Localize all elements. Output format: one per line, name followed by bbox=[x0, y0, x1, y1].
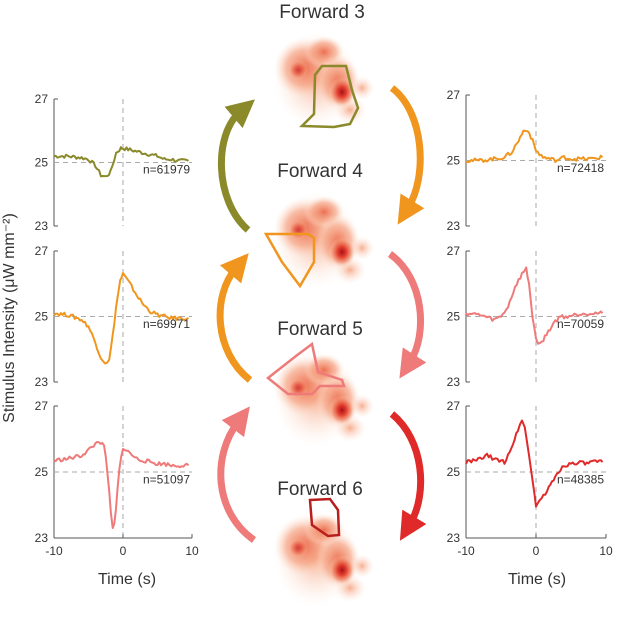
x-axis-label-right: Time (s) bbox=[508, 571, 566, 588]
y-tick-label: 27 bbox=[447, 88, 461, 102]
trace-line bbox=[53, 272, 189, 365]
x-tick-label: -10 bbox=[45, 544, 63, 558]
arrow-red-5-to-6 bbox=[389, 411, 427, 541]
y-tick-label: 23 bbox=[35, 375, 49, 389]
trace-line bbox=[53, 441, 190, 529]
sample-count-label: n=51097 bbox=[143, 473, 190, 487]
sample-count-label: n=69971 bbox=[143, 317, 190, 331]
larva-heatmap-forward-4 bbox=[274, 192, 374, 288]
trace-panel-right-2: 27 25 23 n=70059 bbox=[447, 244, 606, 389]
y-tick-label: 27 bbox=[447, 399, 461, 413]
region-outline-forward-5 bbox=[265, 341, 346, 396]
arrow-pink-4-to-5 bbox=[387, 251, 427, 379]
y-tick-label: 27 bbox=[447, 244, 461, 258]
sample-count-label: n=70059 bbox=[557, 317, 604, 331]
arrow-olive-4-to-3 bbox=[217, 99, 255, 233]
arrow-orange-3-to-4 bbox=[389, 85, 425, 225]
trace-panel-right-1: 27 25 23 n=72418 bbox=[447, 88, 606, 233]
arrow-pink-6-to-5 bbox=[217, 406, 257, 543]
y-tick-label: 23 bbox=[35, 219, 49, 233]
x-tick-label: 10 bbox=[185, 544, 199, 558]
y-tick-label: 23 bbox=[35, 531, 49, 545]
larva-heatmap-forward-3 bbox=[274, 32, 374, 128]
stage-label-forward-4: Forward 4 bbox=[277, 161, 363, 182]
x-axis-label-left: Time (s) bbox=[98, 571, 156, 588]
stage-label-forward-6: Forward 6 bbox=[277, 479, 363, 500]
y-tick-label: 23 bbox=[447, 375, 461, 389]
arrow-orange-5-to-4 bbox=[216, 253, 253, 383]
y-tick-label: 25 bbox=[447, 465, 461, 479]
y-tick-label: 25 bbox=[447, 154, 461, 168]
trace-line bbox=[465, 129, 604, 164]
y-tick-label: 27 bbox=[35, 244, 49, 258]
sample-count-label: n=72418 bbox=[557, 161, 604, 175]
x-tick-label: 0 bbox=[120, 544, 127, 558]
x-tick-label: -10 bbox=[457, 544, 475, 558]
stage-label-forward-3: Forward 3 bbox=[279, 2, 365, 23]
trace-panel-right-3: 27 25 23-10 0 10 n=48385 bbox=[447, 399, 613, 558]
region-outline-forward-4 bbox=[263, 232, 316, 289]
sample-count-label: n=48385 bbox=[557, 473, 604, 487]
trace-line bbox=[465, 266, 604, 345]
trace-line bbox=[465, 419, 604, 508]
x-tick-label: 10 bbox=[599, 544, 613, 558]
trace-panel-left-2: 27 25 23 n=69971 bbox=[35, 244, 192, 389]
y-tick-label: 25 bbox=[35, 310, 49, 324]
y-tick-label: 27 bbox=[35, 399, 49, 413]
stage-label-forward-5: Forward 5 bbox=[277, 319, 363, 340]
region-outline-forward-6 bbox=[308, 497, 341, 538]
x-tick-label: 0 bbox=[533, 544, 540, 558]
y-tick-label: 25 bbox=[35, 156, 49, 170]
larva-heatmap-forward-6 bbox=[274, 510, 374, 606]
y-tick-label: 25 bbox=[447, 310, 461, 324]
y-axis-label: Stimulus Intensity (μW mm⁻²) bbox=[1, 213, 18, 423]
y-tick-label: 23 bbox=[447, 531, 461, 545]
y-tick-label: 27 bbox=[35, 92, 49, 106]
y-tick-label: 23 bbox=[447, 219, 461, 233]
y-tick-label: 25 bbox=[35, 465, 49, 479]
trace-panel-left-3: 27 25 23-10 0 10 n=51097 bbox=[35, 399, 199, 558]
region-outline-forward-3 bbox=[299, 64, 360, 129]
sample-count-label: n=61979 bbox=[143, 163, 190, 177]
larva-heatmap-forward-5 bbox=[274, 350, 374, 446]
trace-line bbox=[53, 146, 189, 178]
trace-panel-left-1: 27 25 23 n=61979 bbox=[35, 92, 192, 233]
